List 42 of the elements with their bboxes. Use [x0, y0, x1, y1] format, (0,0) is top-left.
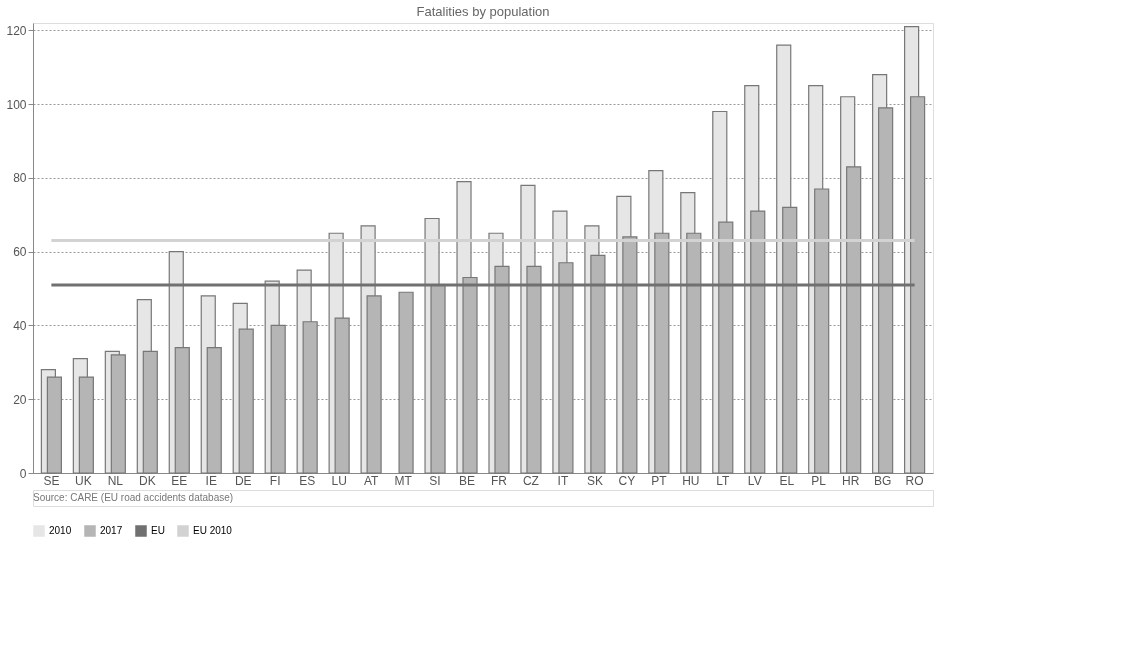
x-tick-label: PT — [651, 473, 668, 488]
x-tick-label: DK — [138, 473, 156, 488]
y-tick-label: 120 — [6, 23, 27, 38]
x-tick-label: LV — [747, 473, 762, 488]
x-tick-label: UK — [75, 473, 92, 488]
x-tick-label: LU — [331, 473, 347, 488]
source-note: Source: CARE (EU road accidents database) — [33, 492, 234, 503]
x-tick-label: EL — [779, 473, 795, 488]
x-tick-label: NL — [107, 473, 124, 488]
legend-label: EU 2010 — [193, 525, 233, 536]
x-tick-label: PL — [811, 473, 827, 488]
x-tick-label: HU — [682, 473, 700, 488]
x-tick-label: IT — [557, 473, 569, 488]
x-tick-label: FR — [490, 473, 508, 488]
legend-label: 2017 — [100, 525, 123, 536]
x-tick-label: CZ — [522, 473, 539, 488]
y-tick-label: 20 — [13, 392, 27, 407]
x-tick-label: RO — [905, 473, 924, 488]
x-tick-label: DE — [234, 473, 252, 488]
x-tick-label: LT — [716, 473, 731, 488]
x-tick-label: SK — [586, 473, 603, 488]
y-tick-label: 80 — [13, 171, 27, 186]
x-tick-label: SI — [429, 473, 441, 488]
y-tick-label: 40 — [13, 318, 27, 333]
chart-title: Fatalities by population — [416, 4, 550, 19]
x-tick-label: AT — [363, 473, 379, 488]
x-tick-label: SE — [43, 473, 60, 488]
x-tick-label: BE — [459, 473, 476, 488]
legend-label: 2010 — [49, 525, 72, 536]
x-tick-label: EE — [171, 473, 188, 488]
x-tick-label: IE — [205, 473, 217, 488]
x-tick-label: HR — [842, 473, 860, 488]
x-tick-label: FI — [269, 473, 281, 488]
bar — [398, 291, 414, 474]
y-tick-label: 0 — [19, 466, 27, 481]
x-tick-label: ES — [299, 473, 316, 488]
x-tick-label: BG — [873, 473, 892, 488]
y-tick-label: 60 — [13, 245, 27, 260]
x-tick-label: CY — [618, 473, 636, 488]
legend-label: EU — [151, 525, 165, 536]
x-tick-label: MT — [394, 473, 413, 488]
y-tick-label: 100 — [6, 97, 27, 112]
